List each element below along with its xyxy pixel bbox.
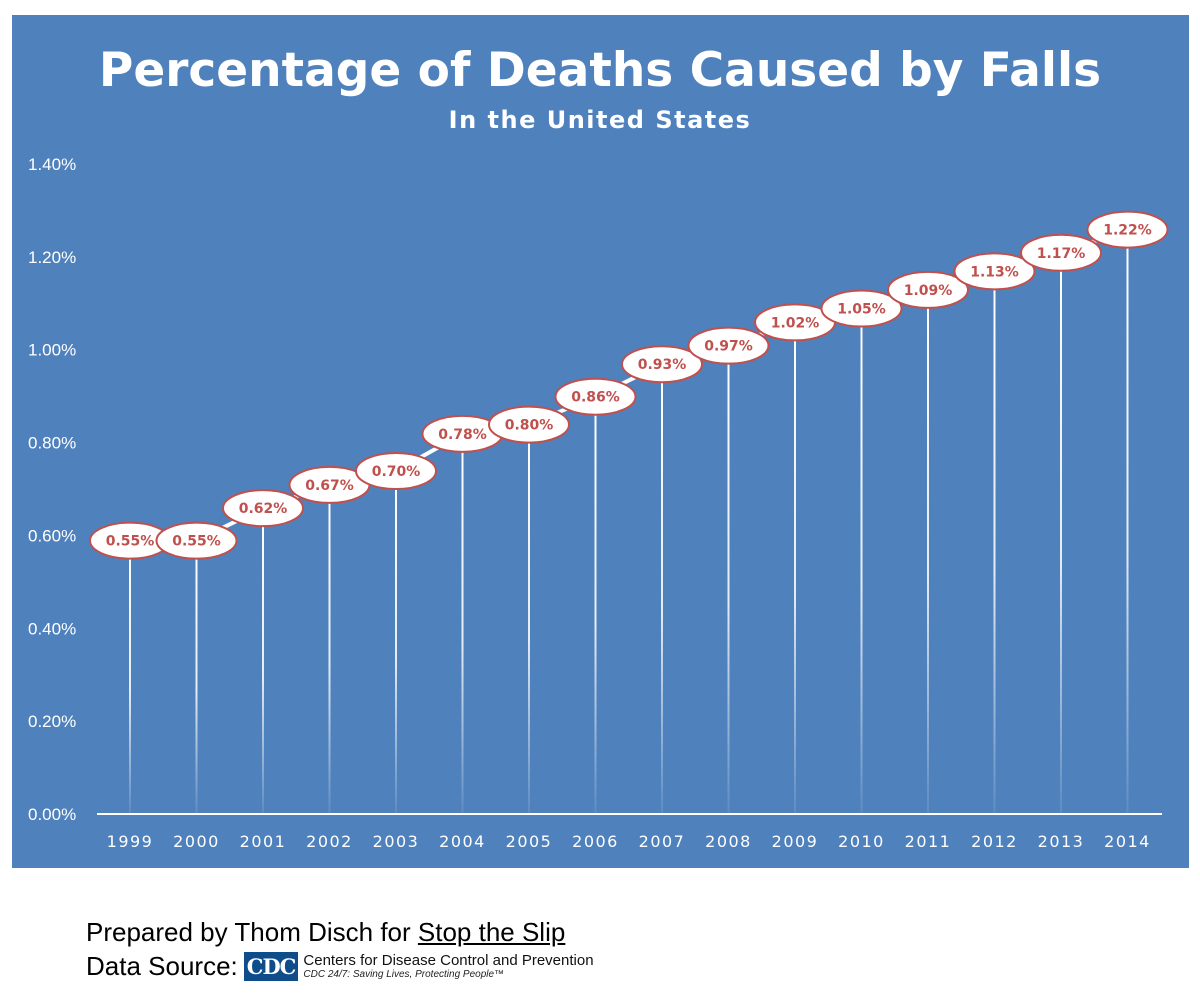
bar (395, 471, 397, 814)
x-tick-label: 2010 (838, 832, 885, 851)
data-label: 0.67% (305, 478, 354, 494)
x-tick-label: 2001 (240, 832, 287, 851)
x-tick-label: 2006 (572, 832, 619, 851)
x-tick-label: 2003 (373, 832, 420, 851)
x-tick-label: 2014 (1104, 832, 1151, 851)
bar (528, 424, 530, 814)
data-label: 1.05% (837, 302, 886, 318)
x-tick-label: 2011 (905, 832, 952, 851)
bar (993, 271, 996, 814)
x-tick-label: 2000 (173, 832, 220, 851)
data-label-bubble (687, 326, 770, 365)
bar (461, 433, 464, 814)
bar (594, 396, 597, 814)
data-label-bubble (488, 405, 570, 444)
data-label-bubble (222, 489, 304, 528)
data-label: 1.13% (970, 264, 1019, 280)
data-label: 0.80% (505, 418, 554, 434)
cdc-logo-text: Centers for Disease Control and Preventi… (303, 952, 593, 981)
bar (661, 364, 663, 814)
bar (195, 540, 198, 814)
x-tick-label: 1999 (107, 832, 154, 851)
bars (129, 229, 1129, 815)
bar (860, 308, 863, 814)
chart-title: Percentage of Deaths Caused by Falls (99, 43, 1101, 98)
cdc-logo[interactable]: CDC Centers for Disease Control and Prev… (243, 951, 594, 981)
y-tick-label: 1.20% (28, 248, 76, 267)
data-label: 0.62% (239, 501, 288, 517)
data-label: 0.70% (372, 464, 421, 480)
bar (328, 484, 331, 814)
data-label-bubble (887, 270, 969, 309)
data-label-bubble (155, 521, 238, 560)
x-tick-label: 2007 (639, 832, 686, 851)
y-tick-label: 0.00% (28, 805, 76, 824)
y-tick-label: 1.40% (28, 155, 76, 174)
prepared-by-text: Prepared by Thom Disch for (86, 917, 418, 947)
x-tick-label: 2008 (705, 832, 752, 851)
data-label: 1.09% (904, 283, 953, 299)
x-tick-label: 2013 (1038, 832, 1085, 851)
bar (1060, 252, 1062, 815)
data-label-bubble (355, 452, 437, 490)
x-tick-label: 2005 (506, 832, 553, 851)
data-source-line: Data Source: CDC Centers for Disease Con… (86, 949, 594, 983)
y-tick-label: 0.20% (28, 712, 76, 731)
data-label-bubble (554, 377, 637, 416)
data-label: 1.02% (771, 315, 820, 331)
chart-subtitle: In the United States (449, 106, 752, 134)
stop-the-slip-link[interactable]: Stop the Slip (417, 917, 566, 947)
cdc-tagline: CDC 24/7: Saving Lives, Protecting Peopl… (303, 968, 505, 980)
data-label-bubble (953, 252, 1036, 291)
x-axis: 1999 2000 2001 2002 2003 2004 2005 2006 2007 2008… (107, 832, 1151, 851)
data-label: 0.55% (106, 534, 155, 550)
data-label: 1.22% (1103, 223, 1152, 239)
x-tick-label: 2004 (439, 832, 486, 851)
footer: Prepared by Thom Disch for Stop the Slip… (86, 915, 594, 983)
bar (794, 322, 796, 814)
y-tick-label: 0.80% (28, 434, 76, 453)
data-labels: 0.55% 0.55% 0.62% 0.67% 0.70% 0.78% 0.80% 0.86%… (89, 210, 1169, 560)
bar (129, 540, 131, 814)
data-label: 1.17% (1037, 246, 1086, 262)
x-tick-label: 2012 (971, 832, 1018, 851)
data-label: 0.78% (438, 427, 487, 443)
bar (262, 508, 264, 814)
bar (1126, 229, 1129, 815)
chart-panel (12, 15, 1189, 868)
y-tick-label: 0.60% (28, 526, 76, 545)
data-label: 0.55% (172, 534, 221, 550)
prepared-by-line: Prepared by Thom Disch for Stop the Slip (86, 915, 594, 949)
x-tick-label: 2002 (306, 832, 353, 851)
cdc-logo-mark: CDC (243, 951, 299, 981)
y-tick-label: 0.40% (28, 619, 76, 638)
data-label: 0.86% (571, 390, 620, 406)
data-label-bubble (621, 345, 703, 384)
bar (727, 345, 730, 814)
data-label: 0.97% (704, 339, 753, 355)
x-tick-label: 2009 (772, 832, 819, 851)
data-label-bubble (1020, 233, 1102, 272)
data-label-bubble (820, 289, 903, 328)
cdc-name: Centers for Disease Control and Preventi… (303, 951, 594, 969)
y-axis: 0.00% 0.20% 0.40% 0.60% 0.80% 1.00% 1.20% 1.40% (28, 155, 76, 824)
data-label: 0.93% (638, 357, 687, 373)
chart: Percentage of Deaths Caused by Falls In … (28, 43, 1169, 851)
data-source-label: Data Source: (86, 951, 238, 981)
y-tick-label: 1.00% (28, 341, 76, 360)
bar (927, 289, 929, 814)
data-label-bubble (1086, 210, 1169, 249)
